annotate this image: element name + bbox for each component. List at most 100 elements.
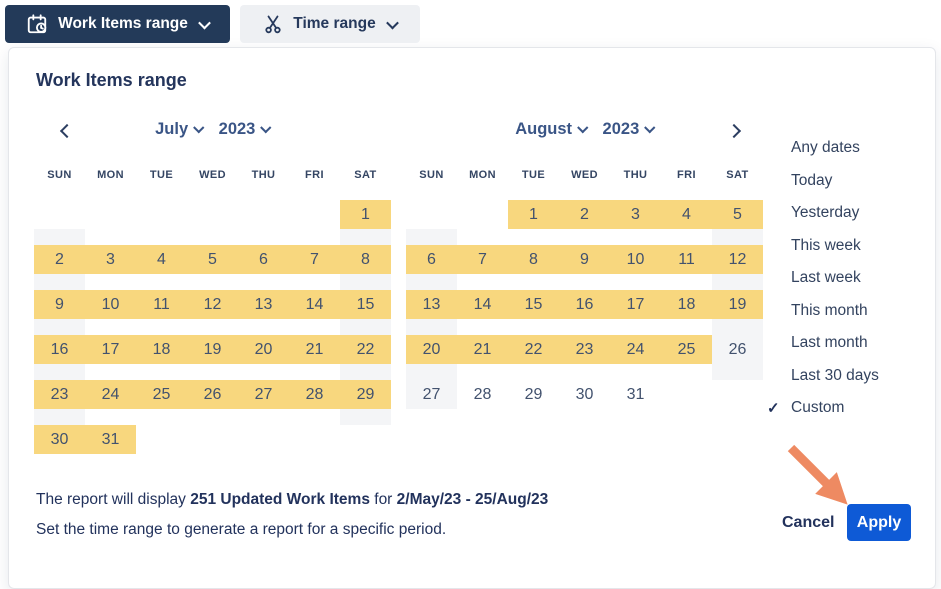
calendar-day-july-23[interactable]: 23 xyxy=(34,380,85,409)
calendar-month-july: July 2023 SUN MON TUE WED THU FRI SAT 1 2 3 4 5 6 7 8 9 10… xyxy=(34,118,391,470)
calendar-day-august-25[interactable]: 25 xyxy=(661,335,712,364)
calendar-day-july-7[interactable]: 7 xyxy=(289,245,340,274)
calendar-day-july-8[interactable]: 8 xyxy=(340,245,391,274)
preset-any-dates[interactable]: ✓Any dates xyxy=(761,138,879,158)
weekday-header: WED xyxy=(199,169,226,181)
calendar-week-row: 27 28 29 30 31 xyxy=(406,380,763,409)
calendar-day-august-18[interactable]: 18 xyxy=(661,290,712,319)
calendar-day-august-17[interactable]: 17 xyxy=(610,290,661,319)
calendar-day-august-29[interactable]: 29 xyxy=(524,386,543,403)
month-select-august[interactable]: August xyxy=(515,119,589,139)
year-select-august[interactable]: 2023 xyxy=(602,119,656,139)
calendar-day-july-20[interactable]: 20 xyxy=(238,335,289,364)
month-select-august-label: August xyxy=(515,119,573,138)
calendar-day-july-15[interactable]: 15 xyxy=(340,290,391,319)
calendar-day-august-4[interactable]: 4 xyxy=(661,200,712,229)
preset-last-month[interactable]: ✓Last month xyxy=(761,333,879,353)
cancel-button[interactable]: Cancel xyxy=(772,508,844,538)
calendar-day-july-17[interactable]: 17 xyxy=(85,335,136,364)
year-select-july[interactable]: 2023 xyxy=(219,120,272,139)
time-range-button[interactable]: Time range xyxy=(240,5,420,43)
preset-label: Custom xyxy=(791,399,845,416)
calendar-day-july-21[interactable]: 21 xyxy=(289,335,340,364)
calendar-day-july-14[interactable]: 14 xyxy=(289,290,340,319)
calendar-day-july-12[interactable]: 12 xyxy=(187,290,238,319)
calendar-day-july-19[interactable]: 19 xyxy=(187,335,238,364)
calendar-day-july-5[interactable]: 5 xyxy=(187,245,238,274)
calendar-day-july-30[interactable]: 30 xyxy=(34,425,85,454)
calendar-day-august-21[interactable]: 21 xyxy=(457,335,508,364)
calendar-day-july-25[interactable]: 25 xyxy=(136,380,187,409)
calendar-day-august-1[interactable]: 1 xyxy=(508,200,559,229)
preset-label: Any dates xyxy=(791,139,860,156)
calendar-day-august-8[interactable]: 8 xyxy=(508,245,559,274)
preset-custom[interactable]: ✓ Custom xyxy=(761,398,879,418)
calendar-day-july-29[interactable]: 29 xyxy=(340,380,391,409)
preset-this-month[interactable]: ✓This month xyxy=(761,301,879,321)
calendar-day-august-12[interactable]: 12 xyxy=(712,245,763,274)
calendar-day-august-5[interactable]: 5 xyxy=(712,200,763,229)
work-items-range-button[interactable]: Work Items range xyxy=(5,5,230,43)
calendar-day-august-19[interactable]: 19 xyxy=(712,290,763,319)
calendar-day-july-1[interactable]: 1 xyxy=(340,200,391,229)
weekday-header: SAT xyxy=(354,169,377,181)
calendar-day-july-27[interactable]: 27 xyxy=(238,380,289,409)
summary-hint: Set the time range to generate a report … xyxy=(36,521,447,538)
preset-last-week[interactable]: ✓Last week xyxy=(761,268,879,288)
calendar-empty-cell xyxy=(238,425,289,454)
preset-this-week[interactable]: ✓This week xyxy=(761,236,879,256)
month-select-july[interactable]: July xyxy=(155,119,205,139)
calendar-day-august-13[interactable]: 13 xyxy=(406,290,457,319)
calendar-day-july-2[interactable]: 2 xyxy=(34,245,85,274)
calendar-day-august-11[interactable]: 11 xyxy=(661,245,712,274)
calendar-day-august-26[interactable]: 26 xyxy=(712,335,763,364)
calendar-day-july-6[interactable]: 6 xyxy=(238,245,289,274)
weekday-header: MON xyxy=(469,169,496,181)
calendar-day-august-16[interactable]: 16 xyxy=(559,290,610,319)
calendar-empty-cell xyxy=(238,200,289,229)
preset-last-30-days[interactable]: ✓Last 30 days xyxy=(761,366,879,386)
apply-button[interactable]: Apply xyxy=(847,504,911,541)
preset-today[interactable]: ✓Today xyxy=(761,171,879,191)
calendar-day-july-22[interactable]: 22 xyxy=(340,335,391,364)
calendar-day-august-28[interactable]: 28 xyxy=(473,386,492,403)
month-select-july-label: July xyxy=(155,119,189,138)
calendar-day-august-14[interactable]: 14 xyxy=(457,290,508,319)
calendar-day-july-13[interactable]: 13 xyxy=(238,290,289,319)
calendar-day-july-3[interactable]: 3 xyxy=(85,245,136,274)
calendar-day-august-24[interactable]: 24 xyxy=(610,335,661,364)
calendar-day-july-24[interactable]: 24 xyxy=(85,380,136,409)
calendar-day-august-3[interactable]: 3 xyxy=(610,200,661,229)
calendar-day-july-4[interactable]: 4 xyxy=(136,245,187,274)
calendar-day-july-31[interactable]: 31 xyxy=(85,425,136,454)
calendar-day-july-28[interactable]: 28 xyxy=(289,380,340,409)
calendar-day-august-6[interactable]: 6 xyxy=(406,245,457,274)
calendar-day-august-10[interactable]: 10 xyxy=(610,245,661,274)
calendar-day-august-30[interactable]: 30 xyxy=(575,386,594,403)
calendar-empty-cell xyxy=(406,200,457,229)
preset-yesterday[interactable]: ✓Yesterday xyxy=(761,203,879,223)
calendar-day-july-18[interactable]: 18 xyxy=(136,335,187,364)
calendar-day-august-2[interactable]: 2 xyxy=(559,200,610,229)
calendar-day-july-11[interactable]: 11 xyxy=(136,290,187,319)
calendar-day-july-16[interactable]: 16 xyxy=(34,335,85,364)
year-select-august-label: 2023 xyxy=(602,119,640,138)
weekday-header: SUN xyxy=(47,169,72,181)
calendar-day-august-9[interactable]: 9 xyxy=(559,245,610,274)
calendar-day-august-15[interactable]: 15 xyxy=(508,290,559,319)
preset-label: Yesterday xyxy=(791,204,860,221)
preset-label: This month xyxy=(791,301,868,319)
calendar-day-july-10[interactable]: 10 xyxy=(85,290,136,319)
calendar-day-august-20[interactable]: 20 xyxy=(406,335,457,364)
calendar-day-august-23[interactable]: 23 xyxy=(559,335,610,364)
calendar-day-august-27[interactable]: 27 xyxy=(406,380,457,409)
calendar-clock-icon xyxy=(26,13,48,35)
calendar-day-august-7[interactable]: 7 xyxy=(457,245,508,274)
calendar-day-august-31[interactable]: 31 xyxy=(626,386,645,403)
calendar-day-july-9[interactable]: 9 xyxy=(34,290,85,319)
calendar-empty-cell xyxy=(187,425,238,454)
calendar-day-july-26[interactable]: 26 xyxy=(187,380,238,409)
report-summary: The report will display 251 Updated Work… xyxy=(36,485,548,545)
calendar-day-august-22[interactable]: 22 xyxy=(508,335,559,364)
